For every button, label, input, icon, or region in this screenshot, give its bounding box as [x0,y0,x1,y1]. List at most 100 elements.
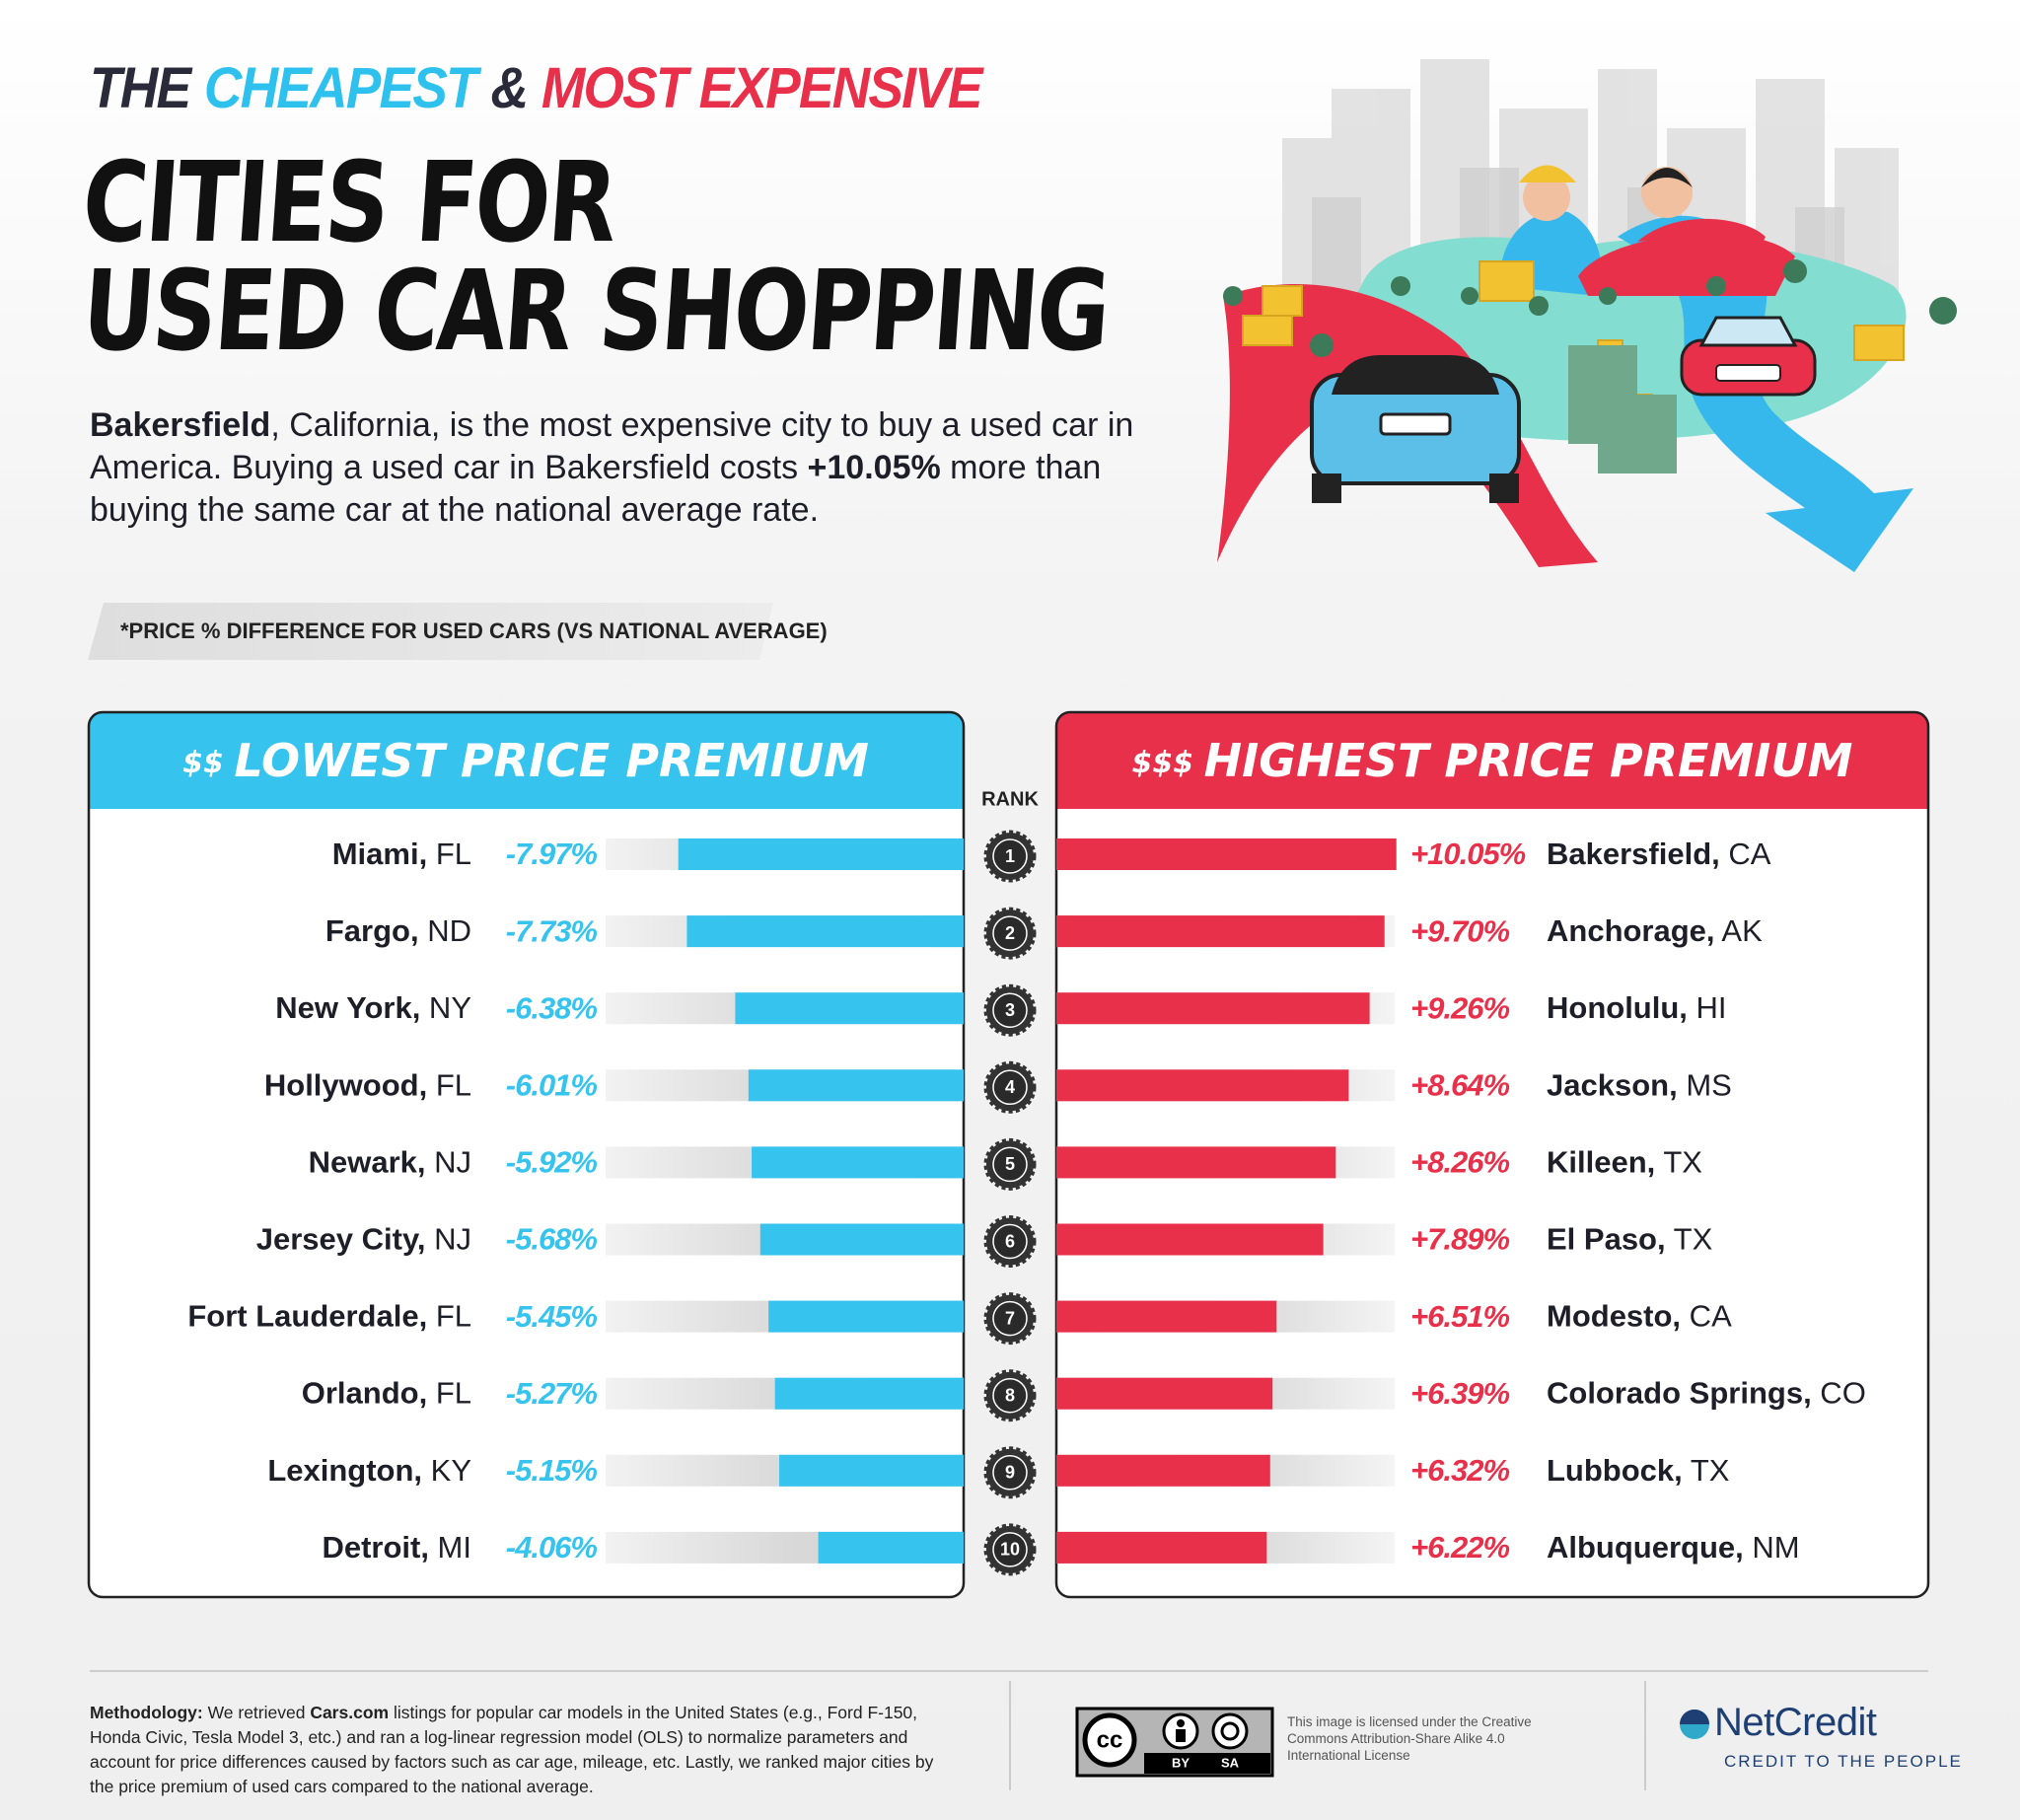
value-label: +6.51% [1410,1299,1509,1334]
text-part: FL [427,1299,471,1334]
text-part: Orlando, [302,1376,427,1411]
text-part: Jackson, [1547,1067,1678,1102]
text-run: Bakersfield [90,406,271,444]
text-part: CO [1812,1376,1866,1411]
value-label: -5.92% [506,1145,598,1180]
text-part: Modesto, [1547,1299,1681,1334]
text-part: MI [429,1530,471,1565]
rank-number: 3 [1005,1000,1015,1020]
bar [1056,1223,1324,1256]
methodology: Methodology: We retrieved Cars.com listi… [90,1701,938,1799]
red-car [1680,316,1817,397]
text-part: $$$ [1132,746,1204,780]
text-part: MS [1678,1067,1732,1102]
category-label: Hollywood, FL [264,1067,471,1102]
value-label: -7.97% [506,837,598,871]
panel-title: $$$ HIGHEST PRICE PREMIUM [1132,734,1853,787]
bar [759,1223,964,1256]
rank-number: 8 [1005,1385,1015,1405]
header-word: & [490,56,529,120]
category-label: Honolulu, HI [1547,990,1727,1025]
panel-header [89,769,964,809]
bar [748,1069,964,1102]
text-part: ND [419,913,471,948]
tagline: CREDIT TO THE PEOPLE [1724,1752,1963,1771]
value-label: +8.26% [1410,1145,1509,1180]
title: CITIES FOR [78,138,620,268]
rank-number: 1 [1005,846,1015,866]
text-run: +10.05% [807,449,941,486]
license: This image is licensed under the Creativ… [1287,1714,1532,1763]
header-line: THE CHEAPEST & MOST EXPENSIVE [90,55,982,121]
text-part: Hollywood, [264,1067,427,1102]
rank-badge [992,1532,1028,1567]
cc-label: SA [1221,1755,1240,1770]
text-part: Albuquerque, [1547,1530,1744,1565]
text-part: FL [427,1376,471,1411]
note-banner [88,603,773,660]
text-part: Newark, [309,1145,426,1180]
text-part: CA [1681,1299,1732,1334]
text-part: Jersey City, [256,1222,426,1257]
value-label: -5.27% [506,1376,598,1411]
cc-badge: cc BY SA [1075,1707,1274,1778]
bar [1056,1069,1349,1102]
intro: Bakersfield, California, is the most exp… [90,404,1165,532]
text-part: NJ [426,1222,472,1257]
value-label: +6.39% [1410,1376,1509,1411]
rank-number: 4 [1005,1077,1015,1097]
logo-icon [1680,1710,1709,1724]
value-label: +8.64% [1410,1067,1509,1102]
cc-mark: cc [1097,1726,1123,1753]
bar-chart: $$$ HIGHEST PRICE PREMIUM +10.05% Bakersfi… [1054,710,1930,1599]
header-word: THE [90,56,191,120]
category-label: El Paso, TX [1547,1222,1713,1257]
category-label: Miami, FL [332,837,471,871]
text-part: Fargo, [325,913,419,948]
rank-badge [992,1377,1028,1414]
rank-label: RANK [981,788,1039,810]
text-part: KY [422,1453,471,1488]
text-part: El Paso, [1547,1222,1666,1257]
bar [1056,1146,1336,1179]
title: USED CAR SHOPPING [78,247,1113,377]
bar [1056,1531,1267,1564]
text-part: HI [1688,990,1727,1025]
bar-chart: $$ LOWEST PRICE PREMIUM -7.97% Miami, FL -7… [87,710,966,1599]
bar [686,915,964,948]
rank-number: 2 [1005,923,1015,943]
bar [1056,992,1370,1025]
category-label: Lubbock, TX [1547,1453,1730,1488]
category-label: Fargo, ND [325,913,471,948]
text-part: Lexington, [267,1453,422,1488]
text-part: Fort Lauderdale, [187,1299,427,1334]
category-label: Orlando, FL [302,1376,471,1411]
text-part: Detroit, [322,1530,429,1565]
text-part: Miami, [332,837,427,871]
value-label: -5.68% [506,1222,598,1257]
text-part: NM [1744,1530,1800,1565]
category-label: Modesto, CA [1547,1299,1732,1334]
header-word: CHEAPEST [203,56,478,120]
value-label: -4.06% [506,1530,598,1565]
bar [1056,1300,1277,1333]
rank-number: 6 [1005,1231,1015,1251]
note: *PRICE % DIFFERENCE FOR USED CARS (VS NA… [120,619,828,643]
text-part: Killeen, [1547,1145,1655,1180]
rank-badge [992,1223,1028,1260]
text-part: Colorado Springs, [1547,1376,1812,1411]
rank-badge [992,1300,1028,1337]
category-label: Lexington, KY [267,1453,471,1488]
value-label: +6.32% [1410,1453,1509,1488]
text-part: AK [1715,913,1764,948]
panel-title: $$ LOWEST PRICE PREMIUM [182,734,869,787]
category-label: Killeen, TX [1547,1145,1702,1180]
text-part: TX [1683,1453,1730,1488]
rank-number: 7 [1005,1308,1015,1328]
text-run: listings for popular car models in the U… [90,1703,934,1796]
category-label: Jersey City, NJ [256,1222,471,1257]
bar [774,1377,964,1410]
rank-number: 5 [1005,1154,1015,1174]
